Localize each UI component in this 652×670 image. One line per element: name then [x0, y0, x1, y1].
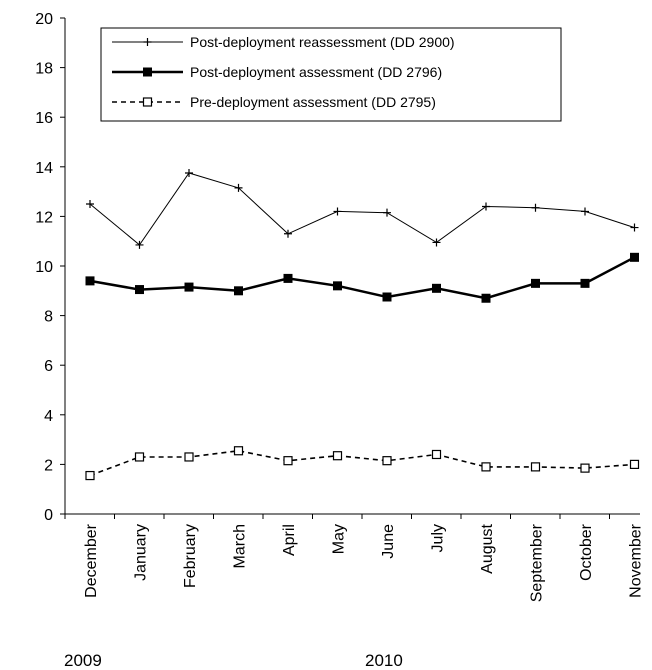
x-category-label: October	[578, 523, 595, 581]
data-point-open-square	[283, 456, 293, 466]
data-point-square	[85, 276, 95, 286]
data-point-open-square	[580, 463, 590, 473]
data-point-square	[333, 281, 342, 291]
y-axis-ticks: 0 2 4 6 8 10 12 14 16 18 20	[35, 11, 65, 524]
y-tick-label: 18	[35, 61, 53, 78]
data-point-plus	[333, 207, 342, 216]
y-tick-label: 16	[35, 110, 53, 127]
legend-entry-2: Post-deployment assessment (DD 2796)	[112, 64, 442, 80]
legend-label: Pre-deployment assessment (DD 2795)	[190, 94, 436, 110]
x-category-label: July	[430, 524, 447, 552]
legend-box	[100, 27, 562, 122]
x-category-label: February	[182, 524, 199, 588]
data-point-plus	[383, 208, 391, 217]
data-point-square	[283, 273, 293, 283]
data-point-plus	[630, 223, 639, 232]
y-tick-label: 8	[44, 309, 53, 326]
y-tick-label: 20	[35, 11, 53, 28]
data-point-plus	[482, 202, 490, 211]
data-point-open-square	[184, 452, 194, 462]
x-category-label: March	[232, 524, 249, 568]
data-point-plus	[284, 229, 292, 238]
x-category-label: August	[479, 523, 496, 573]
data-point-open-square	[85, 470, 95, 481]
y-tick-label: 12	[35, 209, 53, 226]
y-tick-label: 4	[44, 408, 53, 425]
data-point-open-square	[382, 456, 392, 466]
data-point-square	[531, 278, 540, 288]
data-point-plus	[432, 238, 441, 247]
y-tick-label: 0	[44, 507, 53, 524]
data-point-square	[580, 278, 590, 288]
legend-marker-square	[143, 67, 152, 77]
data-point-plus	[234, 183, 243, 192]
data-point-plus	[185, 169, 193, 177]
series-3	[85, 446, 640, 481]
series-2	[85, 252, 639, 303]
x-category-label: December	[83, 523, 100, 597]
year-label-2009: 2009	[64, 651, 102, 670]
legend: Post-deployment reassessment (DD 2900) Po…	[100, 27, 562, 122]
year-label-2010: 2010	[365, 651, 403, 670]
legend-entry-3: Pre-deployment assessment (DD 2795)	[112, 94, 436, 110]
legend-label: Post-deployment reassessment (DD 2900)	[190, 34, 455, 50]
series-line	[89, 449, 635, 477]
data-point-open-square	[481, 462, 491, 472]
data-point-plus	[135, 240, 144, 249]
y-tick-label: 10	[35, 259, 53, 276]
x-category-label: January	[133, 524, 150, 581]
data-point-square	[630, 252, 639, 262]
series-line	[89, 256, 636, 300]
y-tick-label: 2	[44, 457, 53, 474]
series-line	[89, 172, 635, 246]
data-point-plus	[531, 203, 540, 212]
data-point-open-square	[530, 462, 541, 472]
data-point-open-square	[233, 446, 244, 456]
data-point-square	[135, 285, 144, 295]
data-point-square	[234, 286, 243, 296]
data-point-open-square	[134, 452, 145, 462]
y-tick-label: 6	[44, 358, 53, 375]
x-category-label: November	[628, 523, 645, 597]
x-category-label: June	[380, 524, 397, 559]
data-point-open-square	[431, 449, 442, 460]
y-tick-label: 14	[35, 160, 53, 177]
legend-label: Post-deployment assessment (DD 2796)	[190, 64, 442, 80]
x-axis-labels: December January February March April May June…	[83, 523, 645, 602]
data-point-square	[184, 282, 194, 292]
x-category-label: May	[331, 524, 348, 554]
series-layer	[85, 169, 640, 481]
x-category-label: April	[281, 524, 298, 556]
x-category-label: September	[529, 523, 546, 602]
data-point-open-square	[629, 459, 640, 469]
legend-marker-plus	[143, 38, 152, 46]
year-labels: 2009 2010	[64, 651, 403, 670]
data-point-square	[432, 283, 441, 293]
data-point-plus	[581, 207, 589, 216]
legend-entry-1: Post-deployment reassessment (DD 2900)	[112, 34, 455, 50]
series-1	[86, 169, 639, 249]
data-point-open-square	[332, 451, 343, 461]
legend-marker-open-square	[142, 97, 153, 107]
data-point-square	[382, 292, 392, 302]
data-point-square	[481, 293, 491, 303]
data-point-plus	[86, 200, 94, 208]
